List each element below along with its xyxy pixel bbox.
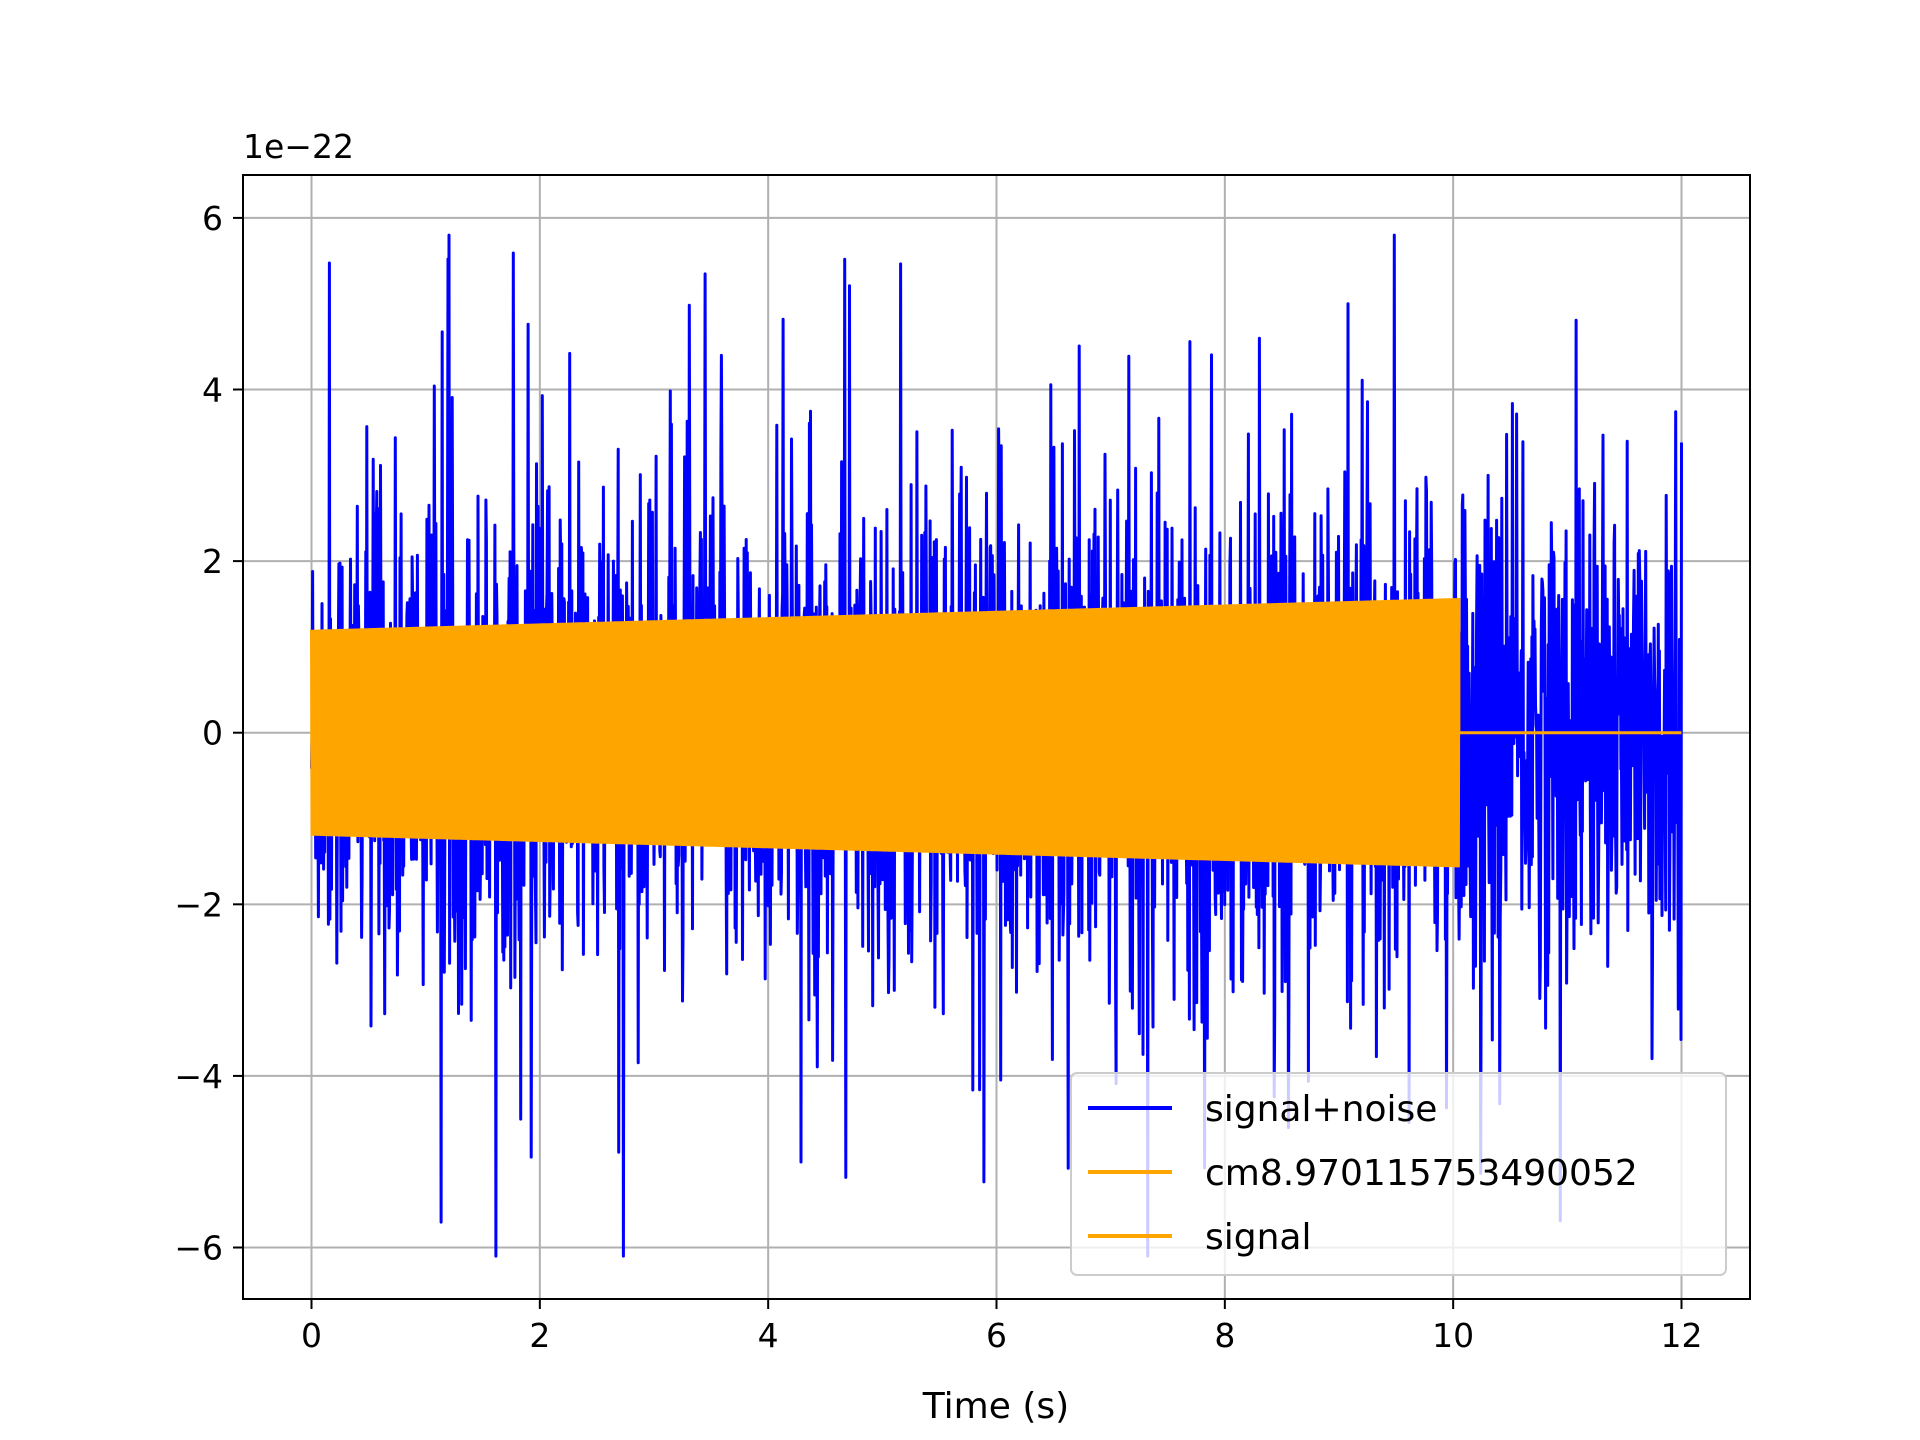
x-tick-label: 6 [986,1316,1007,1355]
legend-label-signal-noise: signal+noise [1205,1089,1437,1130]
y-tick-label: −2 [174,885,223,924]
legend-label-cm: cm8.970115753490052 [1205,1153,1638,1194]
x-tick-label: 8 [1214,1316,1235,1355]
y-tick-label: 0 [202,714,223,753]
y-tick-label: 4 [202,371,223,410]
x-tick-label: 10 [1432,1316,1474,1355]
x-axis-label: Time (s) [922,1386,1069,1427]
x-tick-label: 2 [529,1316,550,1355]
y-tick-label: −4 [174,1057,223,1096]
y-tick-label: 2 [202,542,223,581]
y-scale-label: 1e−22 [243,127,354,166]
signal-line [310,597,1682,868]
legend-box [1070,1072,1727,1276]
series-signal [310,597,1682,868]
x-axis: 0 2 4 6 8 10 12 [301,1299,1703,1355]
x-tick-label: 0 [301,1316,322,1355]
legend: signal+noise cm8.970115753490052 signal [1070,1072,1727,1276]
legend-label-signal: signal [1205,1217,1312,1258]
x-tick-label: 4 [758,1316,779,1355]
y-tick-label: 6 [202,199,223,238]
y-tick-label: −6 [174,1229,223,1268]
x-tick-label: 12 [1661,1316,1703,1355]
y-axis: −6 −4 −2 0 2 4 6 [174,199,243,1268]
